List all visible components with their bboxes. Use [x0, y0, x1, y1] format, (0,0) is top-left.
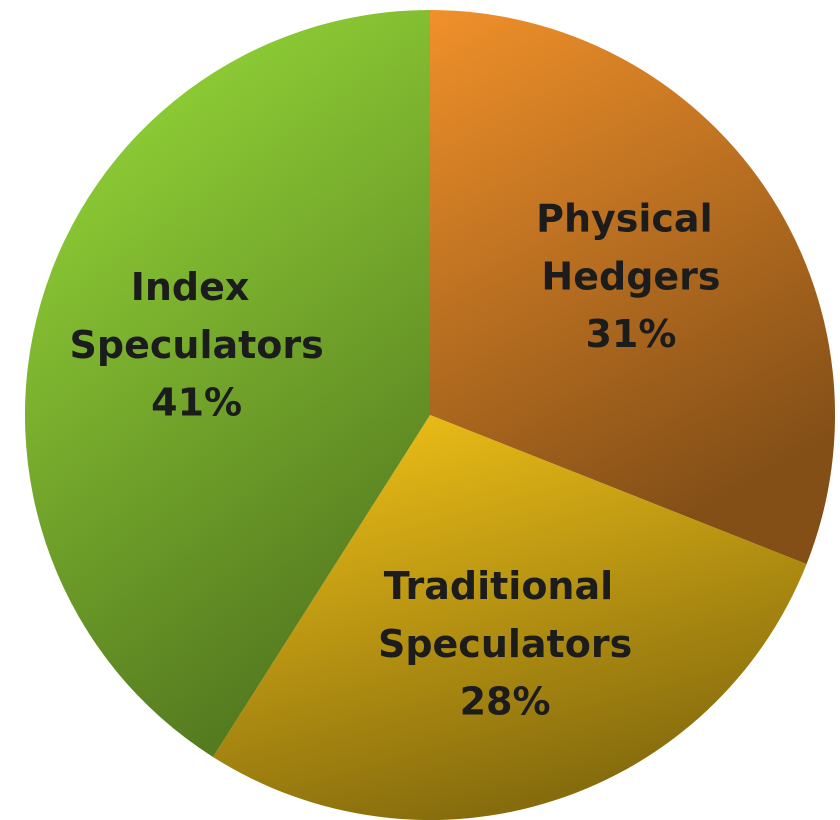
label-line: Speculators [70, 323, 324, 367]
value-label: 41% [151, 381, 242, 425]
slice-shade [430, 10, 835, 565]
value-label: 28% [460, 680, 551, 724]
label-line: Physical [536, 196, 726, 240]
label-line: Traditional [384, 564, 627, 608]
slice-label: Index Speculators [70, 265, 324, 367]
label-line: Hedgers [541, 254, 720, 298]
slice-shade [212, 415, 807, 820]
slice-label: Physical Hedgers [536, 196, 726, 298]
slice-shade [24, 10, 430, 757]
value-label: 31% [585, 312, 676, 356]
label-line: Speculators [378, 622, 632, 666]
slice-label: Traditional Speculators [378, 564, 632, 666]
label-line: Index [131, 265, 263, 309]
